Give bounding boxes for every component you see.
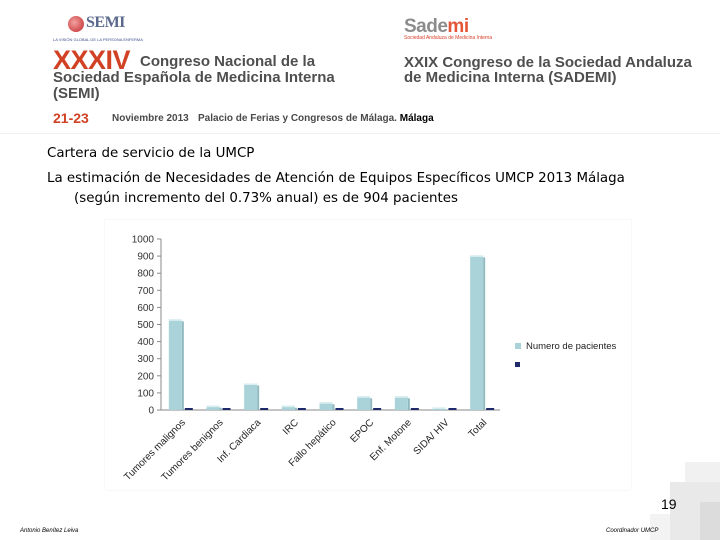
bar-shadow: [181, 321, 184, 410]
semi-logo: SEMI: [68, 14, 158, 36]
slide-text-line2: (según incremento del 0.73% anual) es de…: [74, 191, 459, 206]
y-tick-label: 500: [137, 320, 154, 331]
bar-series2: [335, 408, 344, 410]
bar-series2: [373, 408, 382, 410]
y-tick-label: 600: [137, 303, 154, 314]
bar-shadow: [445, 409, 448, 410]
y-tick-label: 0: [148, 406, 154, 417]
bar-top-highlight: [432, 407, 446, 409]
semi-logo-text: SEMI: [86, 14, 125, 31]
venue-city: Málaga: [399, 113, 434, 124]
y-tick-label: 1000: [132, 235, 155, 246]
right-title-line1: XXIX Congreso de la Sociedad Andaluza: [404, 54, 692, 71]
bar-series1: [244, 383, 258, 410]
x-tick-label: Total: [467, 417, 490, 440]
congress-month: Noviembre 2013: [112, 113, 189, 124]
bar-series1: [206, 405, 220, 410]
bar-shadow: [370, 398, 373, 410]
bar-chart-svg: 0 100 200 300 400 500 600 700 800 900 1000 Tumores …: [122, 235, 617, 484]
congress-venue: Palacio de Ferias y Congresos de Málaga.…: [198, 113, 434, 124]
sademi-logo-text: Sade: [404, 16, 448, 37]
y-tick-label: 700: [137, 286, 154, 297]
bar-top-highlight: [281, 405, 295, 408]
bar-series2: [297, 408, 306, 410]
bar-top-highlight: [206, 405, 220, 408]
bar-series1: [394, 396, 408, 410]
bar-top-highlight: [244, 383, 258, 385]
bar-series1: [319, 402, 333, 410]
sademi-logo: Sademi: [404, 16, 469, 38]
y-tick-label: 800: [137, 269, 154, 280]
bar-top-highlight: [319, 402, 333, 404]
congress-dates: 21-23: [53, 110, 89, 126]
x-tick-label: Tumores malignos: [122, 417, 188, 483]
bar-series2: [410, 408, 419, 410]
bar-series2: [184, 408, 193, 410]
y-tick-label: 200: [137, 371, 154, 382]
x-tick-label: EPOC: [348, 417, 376, 445]
y-tick-label: 900: [137, 252, 154, 263]
bar-top-highlight: [470, 255, 484, 257]
y-tick-label: 400: [137, 337, 154, 348]
bar-series2: [260, 408, 269, 410]
corner-decoration: [650, 462, 720, 540]
bar-top-highlight: [394, 396, 408, 398]
y-tick-label: 100: [137, 388, 154, 399]
bar-series2: [222, 408, 231, 410]
x-tick-label: SIDA/ HIV: [412, 417, 452, 457]
legend-swatch-series2: [515, 362, 520, 367]
venue-text: Palacio de Ferias y Congresos de Málaga.: [198, 113, 397, 124]
coordinator-label: Coordinador UMCP: [606, 528, 659, 534]
header-divider: [0, 133, 720, 134]
page-number: 19: [661, 496, 677, 512]
y-tick-label: 300: [137, 354, 154, 365]
bar-top-highlight: [168, 319, 182, 321]
bar-chart: 0 100 200 300 400 500 600 700 800 900 1000 Tumores …: [105, 220, 631, 490]
semi-logo-globe-icon: [68, 16, 84, 32]
bar-series2: [448, 408, 457, 410]
bar-top-highlight: [357, 396, 371, 398]
bar-series1: [357, 396, 371, 410]
right-title-line2: de Medicina Interna (SADEMI): [404, 69, 617, 86]
bar-series2: [486, 408, 495, 410]
bar-shadow: [219, 407, 222, 410]
sademi-tagline: Sociedad Andaluza de Medicina Interna: [404, 35, 493, 41]
congress-number: XXXIV: [53, 45, 131, 75]
bar-series1: [168, 319, 182, 410]
presenter-name: Antonio Benítez Leiva: [20, 528, 79, 534]
left-title-line3: (SEMI): [53, 85, 100, 102]
semi-tagline: LA VISIÓN GLOBAL DE LA PERSONA ENFERMA: [53, 37, 143, 42]
left-title-line1: Congreso Nacional de la: [140, 53, 316, 70]
bar-series1: [281, 405, 295, 410]
bar-shadow: [483, 257, 486, 410]
slide-text-line1: La estimación de Necesidades de Atención…: [47, 171, 625, 186]
legend-swatch-series1: [515, 343, 521, 349]
bar-series1: [470, 255, 484, 410]
bar-shadow: [407, 398, 410, 410]
sademi-logo-mi: mi: [447, 16, 469, 37]
bar-shadow: [294, 407, 297, 410]
left-title-line2: Sociedad Española de Medicina Interna: [53, 69, 335, 86]
x-tick-label: IRC: [281, 417, 301, 437]
bar-shadow: [332, 404, 335, 410]
slide-heading: Cartera de servicio de la UMCP: [47, 146, 255, 161]
legend-label-series1: Numero de pacientes: [526, 341, 617, 352]
bar-shadow: [257, 385, 260, 410]
